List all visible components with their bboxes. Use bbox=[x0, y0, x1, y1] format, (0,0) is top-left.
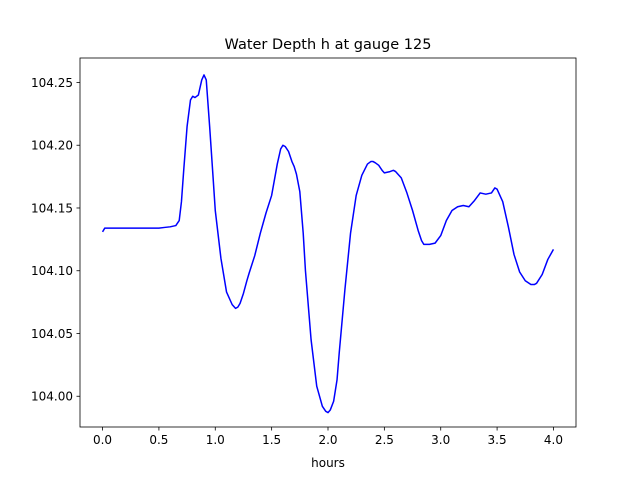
y-tick-label: 104.15 bbox=[31, 201, 73, 215]
x-tick-label: 2.5 bbox=[375, 433, 394, 447]
y-tick-label: 104.00 bbox=[31, 390, 73, 404]
chart-title: Water Depth h at gauge 125 bbox=[225, 37, 432, 53]
plot-area: 0.0 0.5 1.0 1.5 2.0 2.5 3.0 3.5 4.0 104.00 104.05 1… bbox=[31, 57, 577, 447]
axes-frame bbox=[79, 57, 577, 428]
series-line-0 bbox=[101, 74, 555, 414]
y-tick-label: 104.05 bbox=[31, 327, 73, 341]
x-tick-label: 3.5 bbox=[488, 433, 507, 447]
x-tick-label: 1.5 bbox=[262, 433, 281, 447]
x-tick-label: 3.0 bbox=[431, 433, 450, 447]
x-axis-label: hours bbox=[311, 456, 345, 470]
x-tick-label: 0.5 bbox=[149, 433, 168, 447]
x-tick-label: 1.0 bbox=[206, 433, 225, 447]
y-tick-label: 104.10 bbox=[31, 264, 73, 278]
y-tick-label: 104.25 bbox=[31, 76, 73, 90]
y-tick-label: 104.20 bbox=[31, 139, 73, 153]
x-tick-label: 2.0 bbox=[318, 433, 337, 447]
x-tick-label: 4.0 bbox=[544, 433, 563, 447]
x-tick-label: 0.0 bbox=[93, 433, 112, 447]
